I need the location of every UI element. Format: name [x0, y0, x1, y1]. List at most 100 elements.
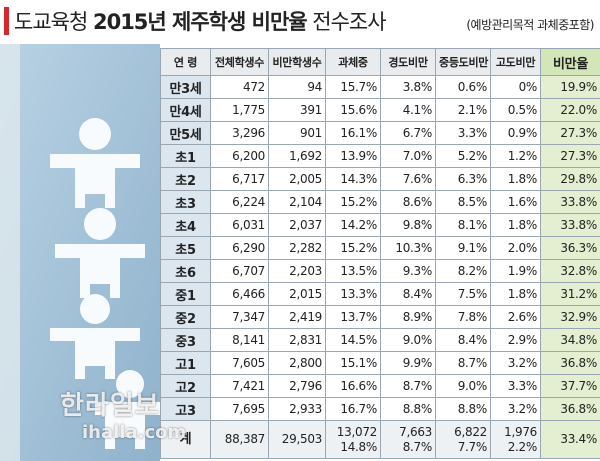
table-cell: 2.1%	[435, 98, 491, 122]
table-cell: 7,347	[210, 305, 269, 329]
table-cell: 6,466	[210, 282, 269, 306]
table-row: 만5세 3,296 901 16.1% 6.7% 3.3% 0.9% 27.3%	[160, 121, 600, 145]
table-cell: 15.6%	[325, 98, 381, 122]
table-cell: 22.0%	[540, 98, 600, 122]
table-cell: 14.2%	[325, 213, 381, 237]
title-part: 전수조사	[312, 10, 386, 34]
table-row: 중1 6,466 2,015 13.3% 8.4% 7.5% 1.8% 31.2%	[160, 282, 600, 306]
column-header: 중등도비만	[435, 48, 491, 76]
table-cell: 7,605	[210, 351, 269, 375]
table-row: 초6 6,707 2,203 13.5% 9.3% 8.2% 1.9% 32.8%	[160, 259, 600, 283]
table-row: 중2 7,347 2,419 13.7% 8.9% 7.8% 2.6% 32.9%	[160, 305, 600, 329]
total-line: 7,663	[399, 424, 432, 439]
table-cell: 3.2%	[490, 397, 541, 421]
table-cell: 만4세	[160, 98, 211, 122]
table-cell: 8.5%	[435, 190, 491, 214]
table-cell: 2,800	[268, 351, 326, 375]
column-header: 경도비만	[380, 48, 436, 76]
watermark-name: 한라일보	[60, 391, 160, 421]
table-cell: 2,104	[268, 190, 326, 214]
table-cell: 2,203	[268, 259, 326, 283]
table-cell: 36.8%	[540, 397, 600, 421]
total-line: 7.7%	[457, 439, 488, 454]
table-cell: 2,005	[268, 167, 326, 191]
total-line: 13,072	[336, 424, 378, 439]
header-row: 연 령 전체학생수 비만학생수 과체중 경도비만 중등도비만 고도비만 비만율	[160, 48, 600, 76]
table-cell: 1.6%	[490, 190, 541, 214]
table-row: 중3 8,141 2,831 14.5% 9.0% 8.4% 2.9% 34.8%	[160, 328, 600, 352]
table-cell: 0.6%	[435, 75, 491, 99]
table-cell: 고1	[160, 351, 211, 375]
obesity-table: 연 령 전체학생수 비만학생수 과체중 경도비만 중등도비만 고도비만 비만율 만3세 472 9…	[160, 48, 600, 459]
table-cell: 13.5%	[325, 259, 381, 283]
table-cell: 4.1%	[380, 98, 436, 122]
table-cell: 2,037	[268, 213, 326, 237]
table-cell: 13.7%	[325, 305, 381, 329]
background-photo	[0, 44, 160, 461]
table-row: 초5 6,290 2,282 15.2% 10.3% 9.1% 2.0% 36.3%	[160, 236, 600, 260]
table-cell: 37.7%	[540, 374, 600, 398]
total-cell: 6,822 7.7%	[435, 420, 491, 459]
table-cell: 15.1%	[325, 351, 381, 375]
table-row: 만3세 472 94 15.7% 3.8% 0.6% 0% 19.9%	[160, 75, 600, 99]
table-cell: 2,015	[268, 282, 326, 306]
table-cell: 3.2%	[490, 351, 541, 375]
table-cell: 14.5%	[325, 328, 381, 352]
table-cell: 29.8%	[540, 167, 600, 191]
table-cell: 2,831	[268, 328, 326, 352]
table-row: 초1 6,200 1,692 13.9% 7.0% 5.2% 1.2% 27.3%	[160, 144, 600, 168]
table-cell: 1.8%	[490, 167, 541, 191]
table-cell: 391	[268, 98, 326, 122]
table-cell: 6.7%	[380, 121, 436, 145]
table-cell: 9.0%	[435, 374, 491, 398]
title: 도교육청 2015년 제주학생 비만율 전수조사	[14, 6, 387, 36]
table-cell: 6,290	[210, 236, 269, 260]
table-row: 초2 6,717 2,005 14.3% 7.6% 6.3% 1.8% 29.8%	[160, 167, 600, 191]
table-cell: 초1	[160, 144, 211, 168]
total-cell: 계	[160, 420, 211, 459]
table-cell: 32.8%	[540, 259, 600, 283]
table-cell: 7.8%	[435, 305, 491, 329]
table-cell: 6,717	[210, 167, 269, 191]
total-cell: 1,976 2.2%	[490, 420, 541, 459]
table-cell: 36.3%	[540, 236, 600, 260]
total-cell: 7,663 8.7%	[380, 420, 436, 459]
table-cell: 1.8%	[490, 213, 541, 237]
table-cell: 8.6%	[380, 190, 436, 214]
table-cell: 15.2%	[325, 236, 381, 260]
table-cell: 15.7%	[325, 75, 381, 99]
watermark-url: ihalla.com	[82, 422, 187, 443]
table-cell: 8.1%	[435, 213, 491, 237]
table-cell: 3.3%	[435, 121, 491, 145]
table-cell: 10.3%	[380, 236, 436, 260]
table-cell: 94	[268, 75, 326, 99]
title-bar: 도교육청 2015년 제주학생 비만율 전수조사 (예방관리목적 과체중포함)	[0, 0, 600, 44]
table-cell: 2,419	[268, 305, 326, 329]
table-cell: 중2	[160, 305, 211, 329]
table-cell: 9.3%	[380, 259, 436, 283]
table-cell: 만5세	[160, 121, 211, 145]
table-cell: 2.0%	[490, 236, 541, 260]
table-cell: 16.6%	[325, 374, 381, 398]
column-header: 과체중	[325, 48, 381, 76]
column-header: 비만학생수	[268, 48, 326, 76]
table-cell: 2,282	[268, 236, 326, 260]
table-cell: 초4	[160, 213, 211, 237]
table-cell: 34.8%	[540, 328, 600, 352]
table-cell: 9.8%	[380, 213, 436, 237]
table-cell: 9.9%	[380, 351, 436, 375]
total-cell: 13,072 14.8%	[325, 420, 381, 459]
total-cell: 88,387	[210, 420, 269, 459]
column-header: 고도비만	[490, 48, 541, 76]
table-cell: 31.2%	[540, 282, 600, 306]
table-cell: 8,141	[210, 328, 269, 352]
table-cell: 6,031	[210, 213, 269, 237]
table-cell: 중3	[160, 328, 211, 352]
table-cell: 8.8%	[380, 397, 436, 421]
table-cell: 3.3%	[490, 374, 541, 398]
table-cell: 8.7%	[435, 351, 491, 375]
table-cell: 2,933	[268, 397, 326, 421]
column-header: 비만율	[540, 48, 600, 76]
table-cell: 7,421	[210, 374, 269, 398]
total-line: 6,822	[454, 424, 487, 439]
